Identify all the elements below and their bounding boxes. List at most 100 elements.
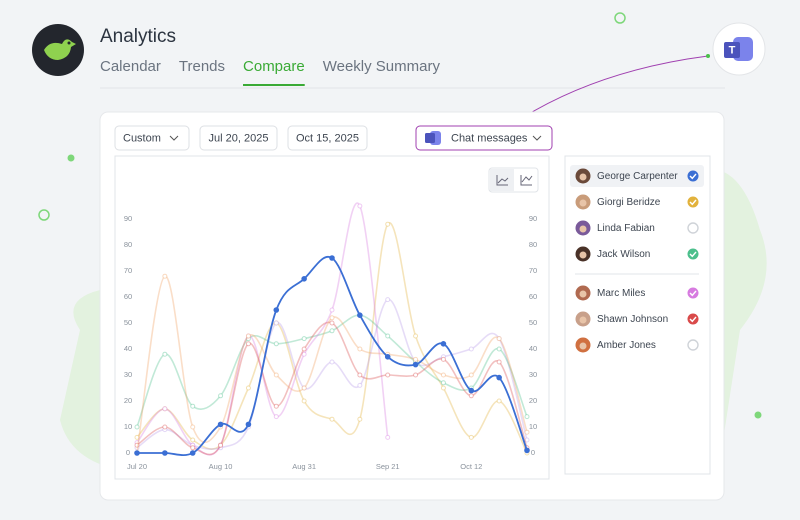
data-point	[496, 346, 502, 352]
logo-eye	[67, 41, 71, 45]
data-point	[440, 341, 447, 347]
avatar-face	[579, 251, 587, 259]
y-tick-label: 70	[124, 266, 132, 275]
avatar-face	[579, 316, 587, 324]
data-point	[162, 406, 168, 412]
data-point	[301, 346, 307, 352]
x-tick-label: Sep 21	[376, 462, 400, 471]
data-point	[162, 351, 168, 357]
y-tick-label: 90	[124, 214, 132, 223]
person-name[interactable]: Marc Miles	[597, 288, 645, 299]
data-point	[440, 372, 446, 378]
tab[interactable]: Calendar	[100, 58, 161, 75]
y2-tick-label: 70	[529, 266, 537, 275]
data-point	[273, 403, 279, 409]
data-point	[190, 403, 196, 409]
page-title: Analytics	[100, 26, 176, 47]
avatar-face	[579, 199, 587, 207]
logo-bird	[44, 39, 76, 60]
area-view-button[interactable]	[490, 169, 514, 191]
data-point	[385, 434, 391, 440]
data-point	[413, 372, 419, 378]
y2-tick-label: 90	[529, 214, 537, 223]
checkbox[interactable]	[687, 248, 699, 260]
data-point	[329, 320, 335, 326]
avatar-face	[579, 225, 587, 233]
end-date[interactable]	[287, 125, 368, 151]
data-point	[329, 359, 335, 365]
data-point	[357, 203, 363, 209]
data-point	[301, 398, 307, 404]
data-point	[524, 447, 530, 454]
checkbox[interactable]	[687, 339, 699, 351]
series-line-faded	[136, 222, 528, 454]
data-point	[134, 434, 140, 440]
range-select[interactable]	[114, 125, 190, 151]
arrow-start	[706, 54, 710, 58]
person-name[interactable]: George Carpenter	[597, 171, 678, 182]
data-point	[468, 372, 474, 378]
start-date[interactable]	[199, 125, 278, 151]
data-point	[385, 221, 391, 227]
tab[interactable]: Trends	[179, 58, 225, 75]
data-point	[384, 354, 391, 360]
data-point	[468, 346, 474, 352]
x-tick-label: Jul 20	[127, 462, 147, 471]
checkbox[interactable]	[687, 313, 699, 325]
data-point	[329, 416, 335, 422]
data-point	[218, 442, 224, 448]
tab[interactable]: Compare	[243, 58, 305, 75]
decor-dot	[614, 12, 626, 24]
x-tick-label: Aug 31	[292, 462, 316, 471]
data-point	[245, 333, 251, 339]
data-point	[329, 328, 335, 334]
y2-tick-label: 10	[529, 422, 537, 431]
avatar-face	[579, 290, 587, 298]
data-point	[217, 421, 224, 428]
teams-letter: T	[729, 44, 736, 56]
selected-row	[570, 165, 704, 187]
x-tick-label: Aug 10	[209, 462, 233, 471]
data-point	[134, 424, 140, 430]
data-point	[245, 421, 252, 428]
checkbox[interactable]	[687, 287, 699, 299]
data-point	[357, 382, 363, 388]
person-name[interactable]: Linda Fabian	[597, 223, 655, 234]
data-point	[189, 450, 196, 456]
checkbox[interactable]	[687, 170, 699, 182]
checkbox[interactable]	[687, 222, 699, 234]
metric-select[interactable]	[415, 125, 553, 151]
data-point	[496, 359, 502, 365]
person-name[interactable]: Jack Wilson	[597, 249, 650, 260]
check	[689, 199, 697, 206]
data-point	[357, 372, 363, 378]
checkbox[interactable]	[687, 196, 699, 208]
data-point	[190, 445, 196, 451]
y2-tick-label: 20	[529, 396, 537, 405]
y-tick-label: 40	[124, 344, 132, 353]
data-point	[301, 351, 307, 357]
data-point	[496, 398, 502, 404]
person-name[interactable]: Giorgi Beridze	[597, 197, 661, 208]
person-name[interactable]: Amber Jones	[597, 340, 656, 351]
person-name[interactable]: Shawn Johnson	[597, 314, 668, 325]
data-point	[245, 385, 251, 391]
avatar-face	[579, 342, 587, 350]
y2-tick-label: 50	[529, 318, 537, 327]
y2-tick-label: 40	[529, 344, 537, 353]
data-point	[357, 312, 363, 319]
data-point	[273, 307, 280, 313]
start-date-label: Jul 20, 2025	[209, 132, 269, 144]
data-point	[496, 374, 502, 381]
metric-label: Chat messages	[451, 132, 528, 144]
data-point	[273, 320, 279, 326]
tab[interactable]: Weekly Summary	[323, 58, 441, 75]
chevron	[532, 135, 542, 141]
tabs: Calendar Trends Compare Weekly Summary	[100, 58, 440, 86]
area-icon	[496, 175, 509, 186]
data-point	[496, 336, 502, 342]
teams-icon	[425, 133, 435, 143]
y-tick-label: 50	[124, 318, 132, 327]
data-point	[329, 315, 335, 321]
